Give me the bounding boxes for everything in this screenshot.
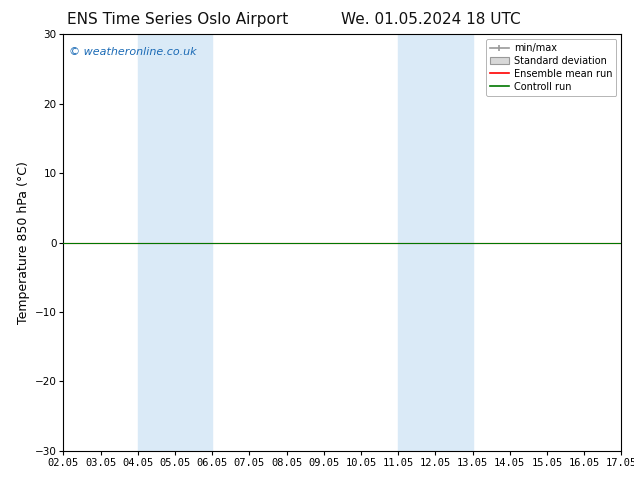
Bar bbox=[398, 34, 472, 451]
Text: We. 01.05.2024 18 UTC: We. 01.05.2024 18 UTC bbox=[341, 12, 521, 27]
Y-axis label: Temperature 850 hPa (°C): Temperature 850 hPa (°C) bbox=[17, 161, 30, 324]
Bar bbox=[138, 34, 212, 451]
Legend: min/max, Standard deviation, Ensemble mean run, Controll run: min/max, Standard deviation, Ensemble me… bbox=[486, 39, 616, 96]
Text: © weatheronline.co.uk: © weatheronline.co.uk bbox=[69, 47, 197, 57]
Text: ENS Time Series Oslo Airport: ENS Time Series Oslo Airport bbox=[67, 12, 288, 27]
